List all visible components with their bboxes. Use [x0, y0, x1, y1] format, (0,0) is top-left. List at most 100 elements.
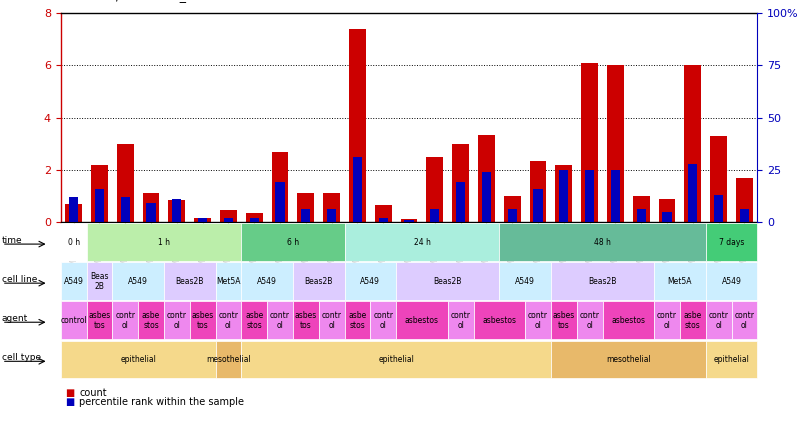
Bar: [117, 144, 134, 222]
Bar: [456, 182, 465, 222]
Text: Beas2B: Beas2B: [176, 277, 204, 286]
Bar: [714, 195, 723, 222]
Bar: [301, 210, 310, 222]
Bar: [684, 66, 701, 222]
Bar: [478, 135, 495, 222]
Bar: [173, 199, 181, 222]
Bar: [246, 213, 262, 222]
Text: 1 h: 1 h: [158, 238, 170, 247]
Text: A549: A549: [515, 277, 535, 286]
Bar: [147, 203, 156, 222]
Bar: [534, 189, 543, 222]
Text: contr
ol: contr ol: [735, 311, 754, 330]
Text: Beas
2B: Beas 2B: [90, 272, 109, 291]
Text: asbes
tos: asbes tos: [88, 311, 111, 330]
Text: contr
ol: contr ol: [219, 311, 238, 330]
Text: epithelial: epithelial: [120, 355, 156, 364]
Bar: [430, 210, 440, 222]
Bar: [559, 170, 569, 222]
Text: 6 h: 6 h: [287, 238, 299, 247]
Bar: [323, 193, 340, 222]
Bar: [482, 172, 491, 222]
Bar: [69, 197, 79, 222]
Text: 24 h: 24 h: [414, 238, 430, 247]
Bar: [375, 205, 391, 222]
Text: ■: ■: [65, 388, 74, 398]
Bar: [143, 193, 160, 222]
Bar: [66, 204, 82, 222]
Text: A549: A549: [360, 277, 380, 286]
Text: ■: ■: [65, 397, 74, 407]
Text: contr
ol: contr ol: [167, 311, 187, 330]
Text: asbe
stos: asbe stos: [142, 311, 160, 330]
Bar: [504, 196, 521, 222]
Text: asbestos: asbestos: [482, 316, 516, 325]
Text: GDS2604 / 1555394_at: GDS2604 / 1555394_at: [53, 0, 198, 2]
Bar: [663, 212, 671, 222]
Text: Met5A: Met5A: [667, 277, 693, 286]
Bar: [224, 218, 233, 222]
Text: 0 h: 0 h: [67, 238, 79, 247]
Bar: [271, 151, 288, 222]
Text: A549: A549: [128, 277, 148, 286]
Text: epithelial: epithelial: [714, 355, 749, 364]
Text: contr
ol: contr ol: [115, 311, 135, 330]
Text: contr
ol: contr ol: [450, 311, 471, 330]
Text: contr
ol: contr ol: [373, 311, 393, 330]
Bar: [556, 165, 572, 222]
Bar: [327, 210, 336, 222]
Bar: [91, 165, 108, 222]
Text: epithelial: epithelial: [378, 355, 414, 364]
Bar: [740, 210, 749, 222]
Bar: [249, 218, 259, 222]
Bar: [198, 218, 207, 222]
Bar: [637, 210, 646, 222]
Text: cell line: cell line: [2, 275, 37, 284]
Bar: [633, 196, 650, 222]
Text: contr
ol: contr ol: [322, 311, 342, 330]
Bar: [582, 63, 598, 222]
Text: asbe
stos: asbe stos: [684, 311, 702, 330]
Bar: [508, 210, 517, 222]
Text: 48 h: 48 h: [594, 238, 611, 247]
Bar: [275, 182, 284, 222]
Bar: [404, 220, 414, 222]
Text: cell type: cell type: [2, 353, 41, 362]
Bar: [220, 210, 237, 222]
Text: percentile rank within the sample: percentile rank within the sample: [79, 397, 245, 407]
Text: contr
ol: contr ol: [580, 311, 599, 330]
Text: asbes
tos: asbes tos: [295, 311, 317, 330]
Text: contr
ol: contr ol: [709, 311, 729, 330]
Bar: [710, 136, 727, 222]
Text: Met5A: Met5A: [216, 277, 241, 286]
Bar: [194, 218, 211, 222]
Text: asbes
tos: asbes tos: [552, 311, 575, 330]
Text: contr
ol: contr ol: [270, 311, 290, 330]
Text: asbes
tos: asbes tos: [191, 311, 214, 330]
Bar: [168, 200, 185, 222]
Text: control: control: [60, 316, 87, 325]
Text: Beas2B: Beas2B: [305, 277, 333, 286]
Bar: [611, 170, 620, 222]
Text: 7 days: 7 days: [718, 238, 744, 247]
Text: count: count: [79, 388, 107, 398]
Text: contr
ol: contr ol: [528, 311, 548, 330]
Text: asbe
stos: asbe stos: [245, 311, 263, 330]
Text: asbe
stos: asbe stos: [348, 311, 367, 330]
Text: Beas2B: Beas2B: [588, 277, 616, 286]
Text: mesothelial: mesothelial: [206, 355, 251, 364]
Bar: [378, 218, 388, 222]
Text: Beas2B: Beas2B: [433, 277, 462, 286]
Text: mesothelial: mesothelial: [606, 355, 650, 364]
Text: A549: A549: [722, 277, 741, 286]
Bar: [297, 193, 314, 222]
Text: asbestos: asbestos: [405, 316, 439, 325]
Text: agent: agent: [2, 314, 28, 323]
Bar: [736, 178, 752, 222]
Bar: [452, 144, 469, 222]
Text: time: time: [2, 236, 23, 245]
Bar: [95, 189, 104, 222]
Bar: [530, 161, 547, 222]
Bar: [659, 198, 676, 222]
Text: A549: A549: [64, 277, 83, 286]
